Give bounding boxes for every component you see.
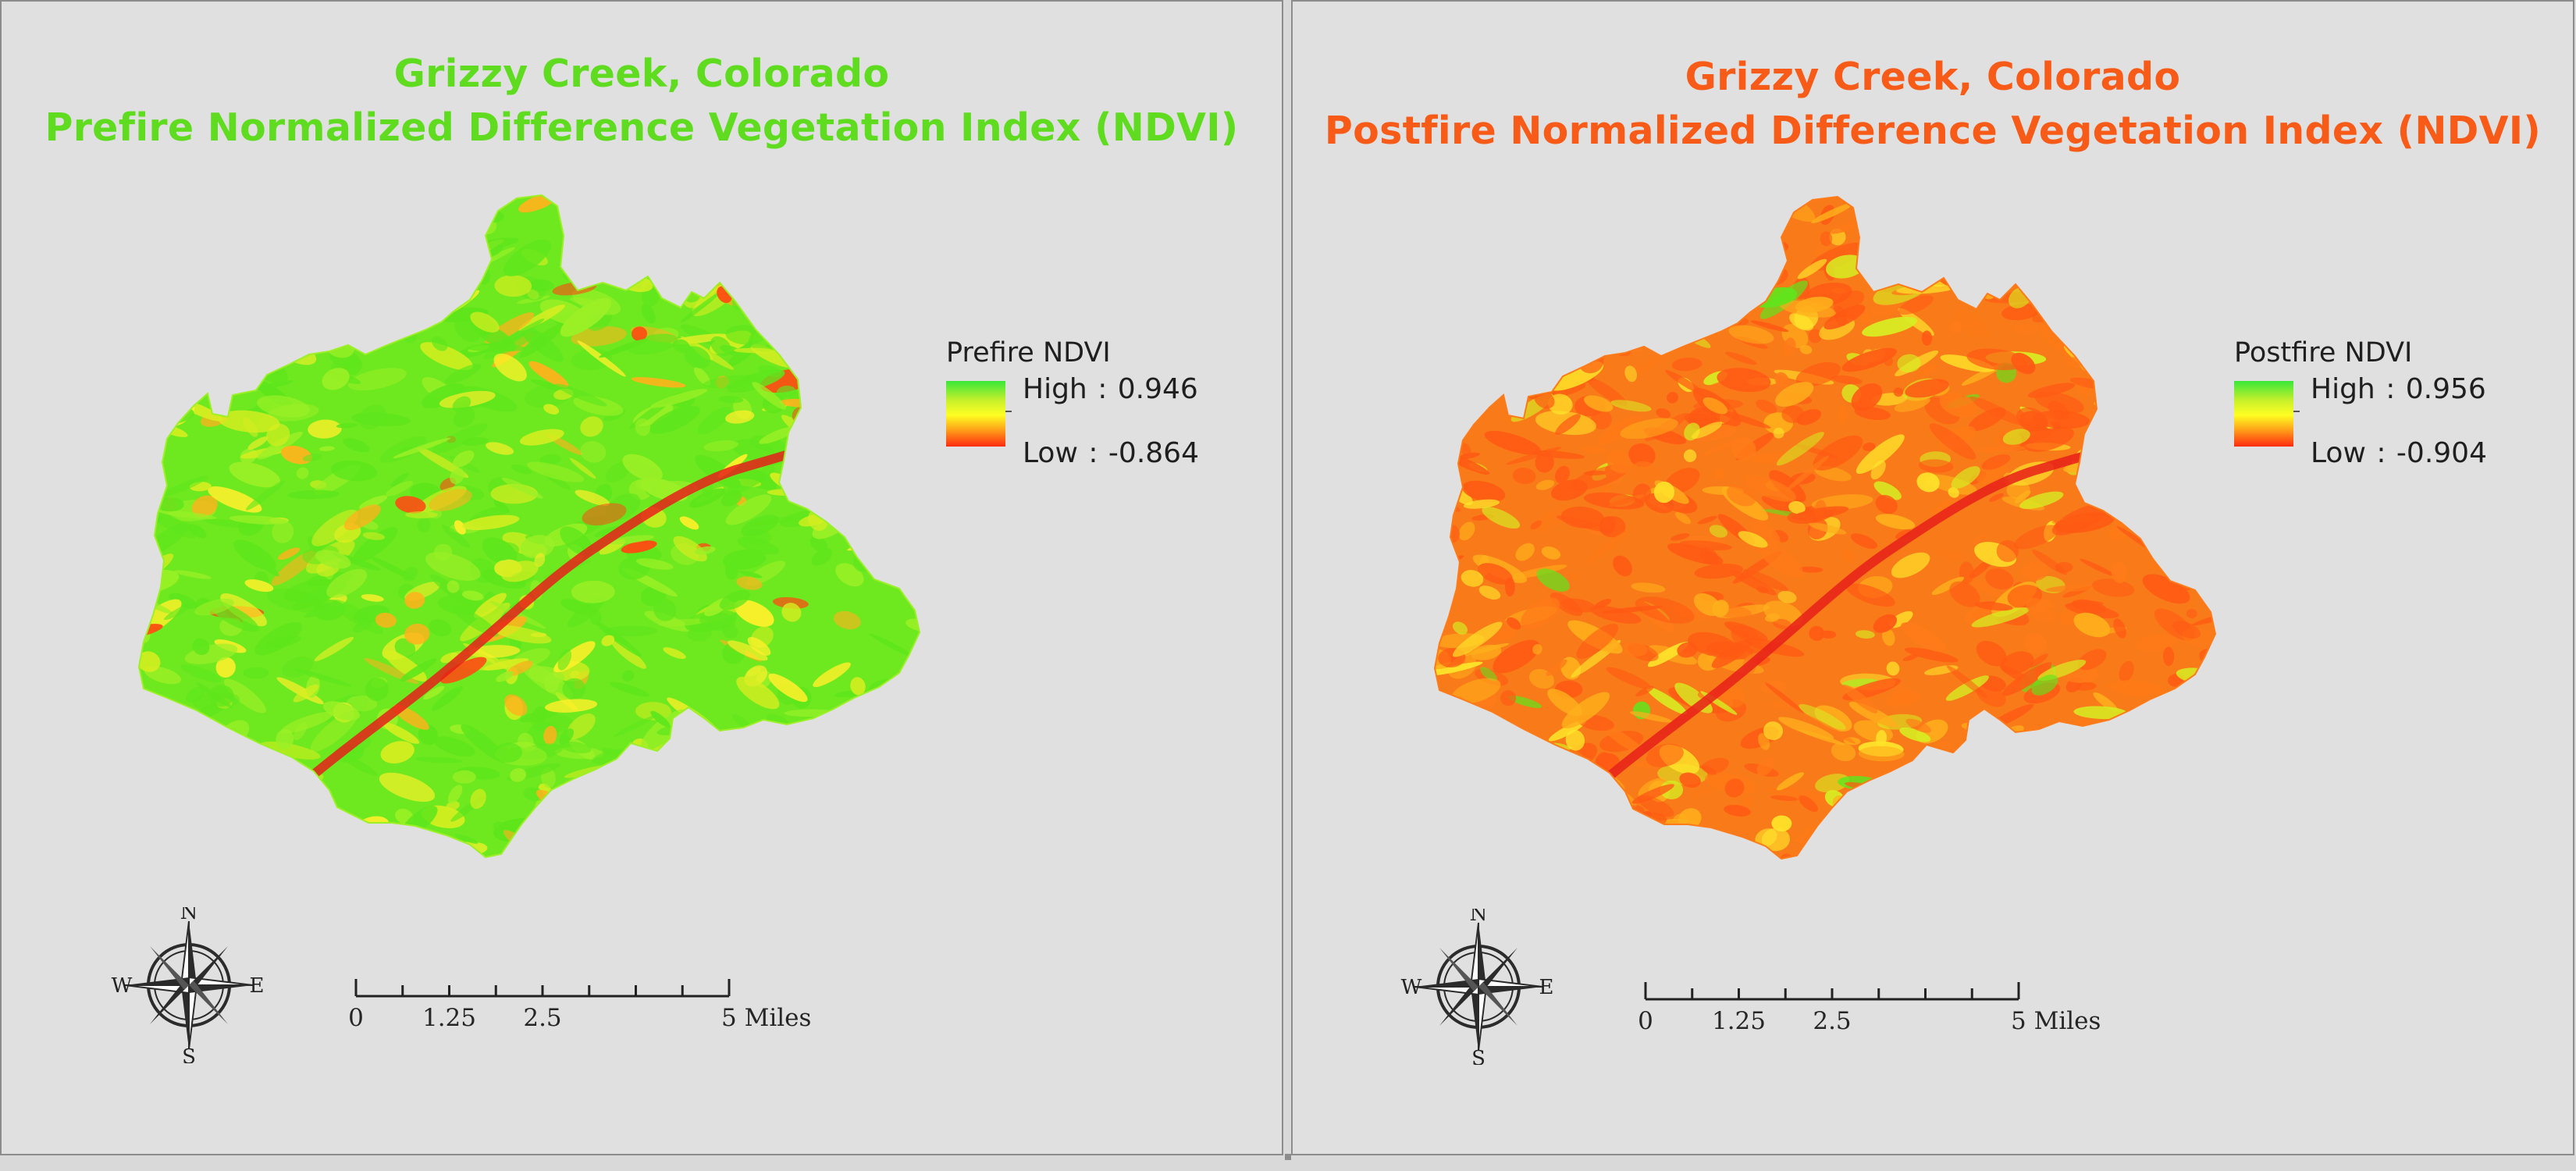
compass-s-label: S: [182, 1045, 196, 1063]
compass-w-label: W: [112, 974, 133, 998]
scale-label-2: 2.5: [1813, 1007, 1852, 1035]
scale-label-0: 0: [348, 1004, 364, 1032]
scale-label-1: 1.25: [422, 1004, 477, 1032]
postfire-map-panel: Grizzy Creek, Colorado Postfire Normaliz…: [1291, 0, 2574, 1155]
legend-low-value: -0.864: [1108, 437, 1199, 469]
scale-label-3: 5 Miles: [721, 1004, 812, 1032]
burn-perimeter: [1433, 195, 2217, 860]
ndvi-raster-map: [1433, 195, 2217, 860]
compass-rose-icon: N S W E: [1401, 902, 1554, 1070]
compass-rose-icon: N S W E: [112, 901, 265, 1069]
legend-low-value: -0.904: [2396, 437, 2487, 469]
compass-s-label: S: [1471, 1047, 1485, 1065]
map-title-line2: Prefire Normalized Difference Vegetation…: [44, 105, 1239, 150]
compass-n-label: N: [180, 907, 198, 924]
scale-label-2: 2.5: [523, 1004, 562, 1032]
panel-divider: [1285, 1154, 1291, 1160]
compass-w-label: W: [1401, 976, 1422, 999]
compass-e-label: E: [250, 974, 265, 998]
legend-high: High : 0.956: [2311, 373, 2486, 405]
scale-label-0: 0: [1638, 1007, 1653, 1035]
scale-label-1: 1.25: [1711, 1007, 1767, 1035]
legend-low-label: Low: [2311, 437, 2366, 469]
map-title-line1: Grizzy Creek, Colorado: [393, 52, 890, 96]
scale-bar-ticks: [1644, 982, 2020, 1001]
legend-high-value: 0.956: [2405, 373, 2486, 405]
compass-n-label: N: [1470, 909, 1488, 926]
legend-color-ramp: [2234, 381, 2300, 447]
legend-high-value: 0.946: [1117, 373, 1198, 405]
legend-low: Low : -0.864: [1023, 437, 1199, 469]
river-corridor: [311, 442, 815, 778]
scale-bar: 0 1.25 2.5 5 Miles: [348, 976, 854, 1046]
legend-color-ramp: [946, 381, 1012, 447]
scale-bar-ticks: [354, 979, 731, 998]
north-arrow-icon: N S W E: [1400, 902, 1557, 1070]
scale-label-3: 5 Miles: [2011, 1007, 2101, 1035]
map-title: Grizzy Creek, Colorado Prefire Normalize…: [2, 47, 1282, 155]
river-corridor: [1606, 443, 2111, 780]
legend-high-label: High: [1023, 373, 1087, 405]
ndvi-raster-map: [137, 194, 921, 859]
scale-bar: 0 1.25 2.5 5 Miles: [1638, 979, 2144, 1049]
burn-area-raster: [137, 194, 921, 859]
map-title-line1: Grizzy Creek, Colorado: [1685, 55, 2181, 99]
prefire-map-panel: Grizzy Creek, Colorado Prefire Normalize…: [0, 0, 1283, 1155]
burn-perimeter: [137, 194, 921, 859]
legend-high-label: High: [2311, 373, 2375, 405]
burn-area-raster: [1433, 195, 2217, 860]
compass-e-label: E: [1539, 976, 1554, 999]
legend-title: Prefire NDVI: [946, 337, 1111, 368]
legend-title: Postfire NDVI: [2234, 337, 2413, 368]
legend-low-label: Low: [1023, 437, 1078, 469]
north-arrow-icon: N S W E: [111, 901, 267, 1069]
map-title-line2: Postfire Normalized Difference Vegetatio…: [1324, 109, 2542, 153]
legend-low: Low : -0.904: [2311, 437, 2487, 469]
map-title: Grizzy Creek, Colorado Postfire Normaliz…: [1293, 50, 2573, 158]
legend-high: High : 0.946: [1023, 373, 1198, 405]
